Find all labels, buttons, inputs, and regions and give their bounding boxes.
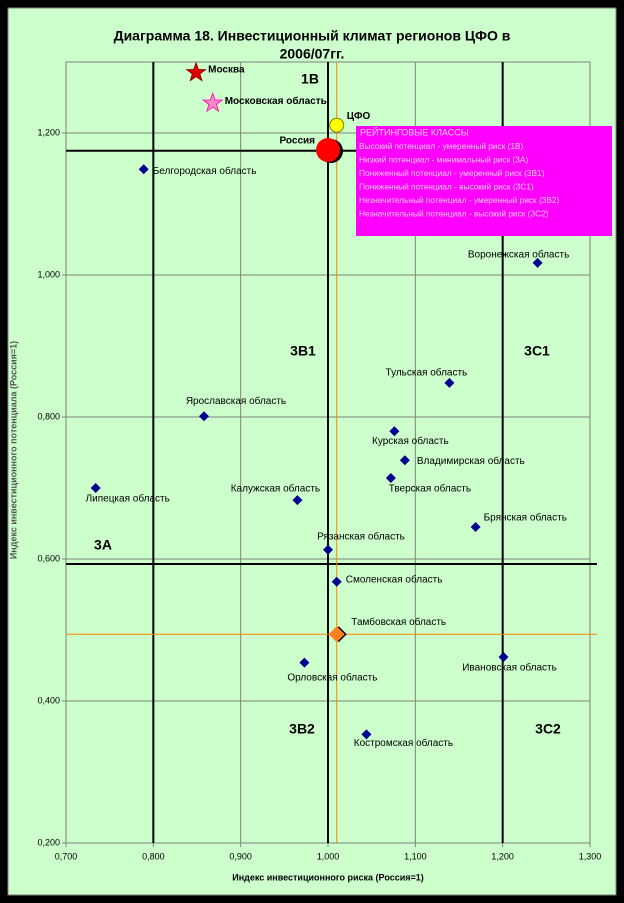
point-label: ЦФО [347, 111, 371, 122]
point [470, 522, 481, 533]
x-tick-label: 1,300 [579, 851, 602, 861]
x-tick-label: 0,800 [142, 851, 165, 861]
point [299, 657, 310, 668]
legend-title: РЕЙТИНГОВЫЕ КЛАССЫ [360, 126, 469, 137]
point [329, 117, 345, 133]
point [202, 91, 224, 113]
point-label: Тверская область [389, 483, 471, 495]
class-label: 3С2 [535, 721, 561, 737]
point [185, 61, 207, 82]
y-tick-label: 1,200 [37, 127, 60, 137]
legend-item: Незначительный потенциал - умеренный рис… [359, 195, 559, 205]
point [361, 729, 372, 740]
point-label: Смоленская область [346, 573, 443, 585]
point-label: Орловская область [287, 671, 377, 683]
point-label: Курская область [372, 435, 449, 447]
point-label: Россия [279, 136, 315, 147]
legend-box [356, 126, 612, 236]
point [328, 626, 345, 643]
legend-item: Пониженный потенциал - умеренный риск (3… [359, 168, 545, 178]
class-label: 3В1 [290, 343, 316, 359]
point [198, 411, 209, 422]
x-tick-label: 1,000 [317, 851, 340, 861]
point-label: Рязанская область [317, 530, 405, 542]
chart-title: 2006/07гг. [280, 46, 345, 62]
legend-item: Пониженный потенциал - высокий риск (3С1… [359, 182, 534, 192]
y-tick-label: 1,000 [37, 269, 60, 279]
point [138, 164, 149, 175]
x-tick-label: 0,700 [55, 851, 78, 861]
x-axis-label: Индекс инвестиционного риска (Россия=1) [232, 872, 424, 882]
point-label: Калужская область [231, 483, 320, 495]
point-label: Тамбовская область [351, 616, 446, 628]
class-label: 3В2 [289, 721, 315, 737]
legend-item: Низкий потенциал - минимальный риск (3А) [359, 155, 528, 165]
point [323, 544, 333, 555]
point [292, 495, 303, 506]
point [444, 377, 455, 388]
y-tick-label: 0,800 [37, 411, 60, 421]
point-label: Московская область [225, 95, 327, 107]
y-tick-label: 0,400 [37, 695, 60, 705]
point [385, 473, 396, 484]
point-label: Ярославская область [186, 395, 286, 407]
x-tick-label: 1,200 [491, 851, 514, 861]
point-label: Брянская область [484, 512, 567, 524]
class-label: 1В [301, 71, 319, 87]
point [331, 576, 342, 587]
class-label: 3А [94, 537, 112, 553]
point-label: Владимирская область [417, 455, 525, 467]
point-label: Костромская область [354, 737, 453, 749]
point-label: Тульская область [386, 367, 468, 379]
x-tick-label: 1,100 [404, 851, 427, 861]
point-label: Москва [208, 64, 245, 75]
point [90, 483, 101, 493]
point [532, 257, 543, 268]
point-label: Воронежская область [468, 249, 569, 261]
class-label: 3С1 [524, 343, 550, 359]
chart-title: Диаграмма 18. Инвестиционный климат реги… [114, 28, 511, 44]
y-tick-label: 0,200 [37, 837, 60, 847]
point [316, 138, 340, 163]
y-tick-label: 0,600 [37, 553, 60, 563]
legend-item: Высокий потенциал - умеренный риск (1В) [359, 141, 524, 151]
point-label: Ивановская область [462, 662, 557, 674]
y-axis-label: Индекс инвестиционного потенциала (Росси… [8, 341, 18, 559]
x-tick-label: 0,900 [229, 851, 252, 861]
legend-item: Незначительный потенциал - высокий риск … [359, 209, 549, 219]
point-label: Белгородская область [153, 165, 257, 177]
point [498, 651, 509, 662]
point [389, 426, 400, 437]
point-label: Липецкая область [86, 493, 170, 505]
point [399, 455, 410, 466]
